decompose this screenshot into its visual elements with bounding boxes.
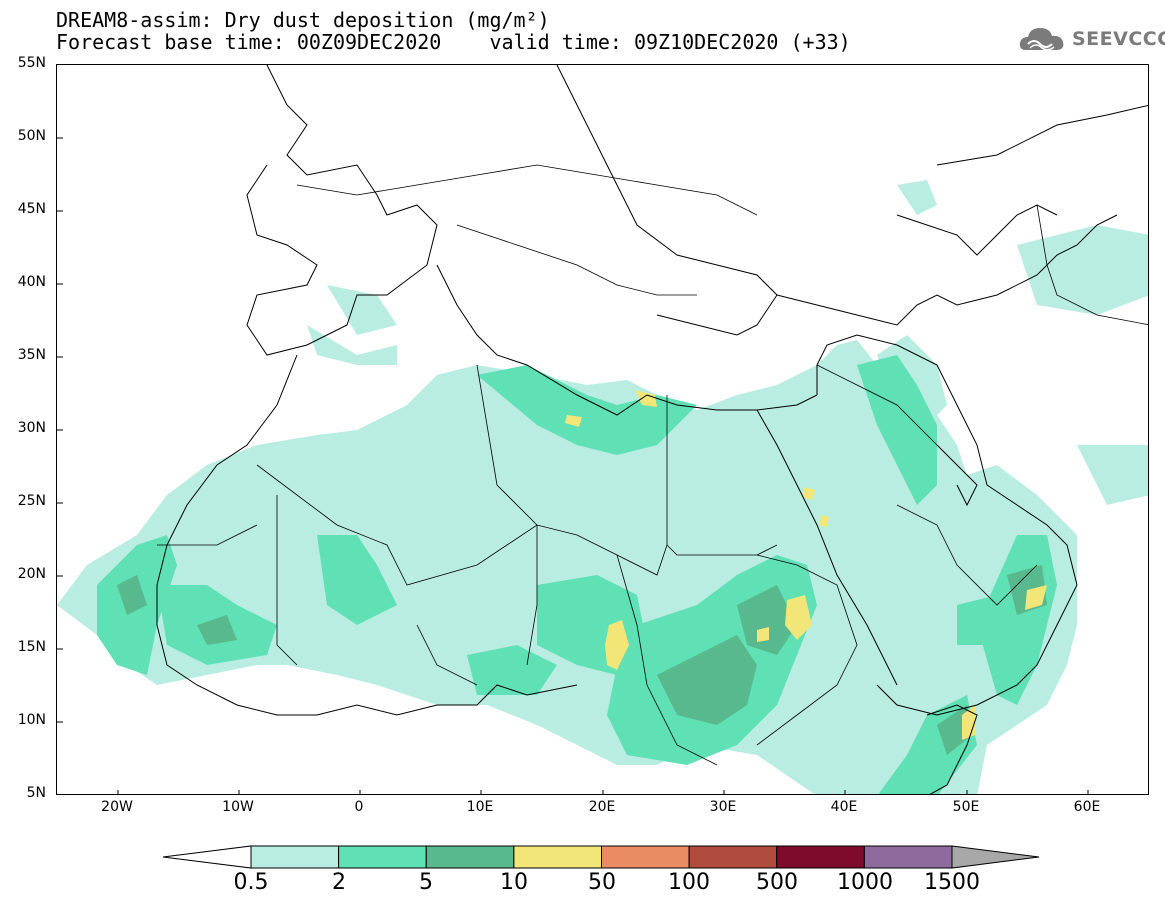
colorbar-label: 1500 <box>924 870 980 895</box>
map-panel <box>56 64 1149 795</box>
chart-title: DREAM8-assim: Dry dust deposition (mg/m²… <box>56 9 851 53</box>
colorbar-box <box>601 845 690 869</box>
lat-tick-label: 40N <box>17 274 46 290</box>
colorbar-box <box>513 845 602 869</box>
colorbar-label: 1000 <box>837 870 893 895</box>
colorbar-box <box>338 845 427 869</box>
colorbar-label: 2 <box>332 870 346 895</box>
colorbar-box <box>688 845 778 869</box>
lat-tick-label: 5N <box>26 785 46 801</box>
lat-tick-label: 35N <box>17 347 46 363</box>
lon-tick-label: 50E <box>952 799 980 815</box>
dust-level-10 <box>565 390 1047 740</box>
lat-tick-label: 10N <box>17 712 46 728</box>
dust-level-0.5 <box>57 180 1148 794</box>
colorbar-under-arrow <box>163 845 252 869</box>
cloud-icon <box>1019 28 1064 51</box>
lon-tick-label: 20E <box>588 799 616 815</box>
lat-tick-label: 15N <box>17 639 46 655</box>
lon-tick-label: 10W <box>222 799 254 815</box>
lat-tick-label: 50N <box>17 128 46 144</box>
lon-tick-label: 40E <box>830 799 858 815</box>
colorbar-box <box>776 845 865 869</box>
map-canvas <box>57 65 1148 794</box>
forecast-base-time: Forecast base time: 00Z09DEC2020 <box>56 30 442 54</box>
seevccc-logo: SEEVCCC <box>1018 24 1165 54</box>
lat-tick-label: 45N <box>17 201 46 217</box>
colorbar-box <box>425 845 515 869</box>
valid-time: valid time: 09Z10DEC2020 (+33) <box>489 30 851 54</box>
political-borders <box>157 164 1148 766</box>
lon-tick-label: 0 <box>354 799 364 815</box>
title-line1: DREAM8-assim: Dry dust deposition (mg/m²… <box>56 8 550 32</box>
lon-tick-label: 60E <box>1073 799 1101 815</box>
lat-tick-label: 25N <box>17 493 46 509</box>
colorbar-label: 500 <box>756 870 798 895</box>
coastlines <box>156 65 1148 794</box>
lat-tick-label: 20N <box>17 566 46 582</box>
lon-tick-label: 10E <box>466 799 494 815</box>
lon-tick-label: 30E <box>709 799 737 815</box>
colorbar-label: 100 <box>668 870 710 895</box>
colorbar-label: 50 <box>588 870 616 895</box>
colorbar-label: 0.5 <box>233 870 269 895</box>
colorbar-box <box>250 845 340 869</box>
lat-tick-label: 55N <box>17 55 46 71</box>
lon-tick-label: 20W <box>101 799 133 815</box>
colorbar-label: 10 <box>500 870 528 895</box>
colorbar-label: 5 <box>419 870 433 895</box>
lat-tick-label: 30N <box>17 420 46 436</box>
colorbar <box>163 845 1040 869</box>
colorbar-over-arrow <box>951 845 1040 869</box>
colorbar-box <box>863 845 953 869</box>
logo-text: SEEVCCC <box>1072 28 1165 50</box>
axis-ticks <box>57 137 1089 794</box>
